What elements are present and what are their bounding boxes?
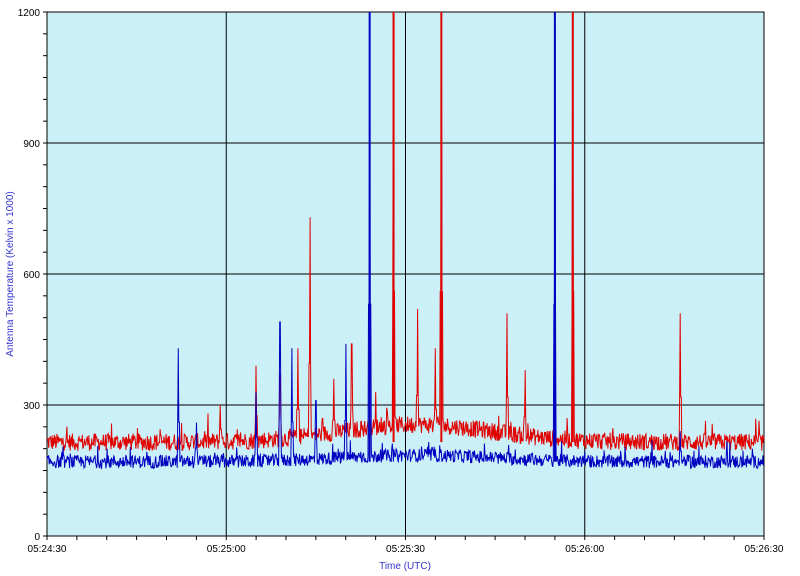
x-tick-label: 05:26:00 [565,544,604,555]
y-tick-label: 900 [23,139,40,150]
series-line-0 [46,11,765,451]
grid-lines [47,12,764,536]
x-tick-label: 05:24:30 [28,544,67,555]
y-tick-label: 0 [34,532,40,543]
x-tick-labels: 05:24:30 05:25:00 05:25:30 05:26:00 05:26:30 [28,544,784,555]
y-tick-label: 1200 [18,8,41,19]
y-tick-labels: 0 300 600 900 1200 [18,8,41,543]
y-tick-label: 300 [23,401,40,412]
x-axis-title: Time (UTC) [379,561,431,572]
x-tick-label: 05:25:00 [207,544,246,555]
y-tick-label: 600 [23,270,40,281]
series-line-1 [46,11,765,470]
series-group [46,11,765,470]
x-tick-label: 05:25:30 [386,544,425,555]
x-tick-label: 05:26:30 [745,544,784,555]
minor-ticks [43,11,765,540]
y-axis-title: Antenna Temperature (Kelvin x 1000) [5,191,16,356]
